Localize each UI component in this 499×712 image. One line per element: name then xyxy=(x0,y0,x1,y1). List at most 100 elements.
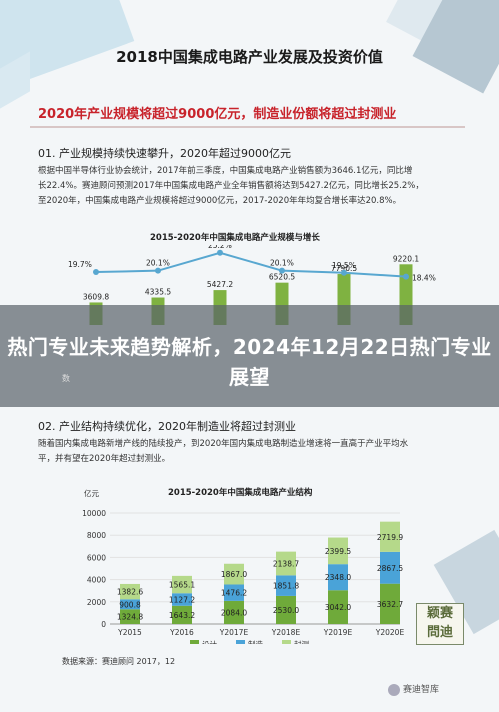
y-tick-label: 10000 xyxy=(82,509,106,518)
chart2-svg: 亿元 10000 8000 6000 4000 2000 0 1324.8 900.8 1382.… xyxy=(82,488,405,644)
segment-value-label: 1867.0 xyxy=(221,570,247,579)
watermark-text: 赛迪智库 xyxy=(403,685,440,695)
growth-rate-point xyxy=(155,267,161,274)
stacked-bar-segment xyxy=(328,537,348,565)
stacked-bar-segment xyxy=(120,609,140,624)
growth-rate-point xyxy=(217,249,223,256)
segment-value-label: 2084.0 xyxy=(221,608,247,617)
y-tick-label: 6000 xyxy=(87,553,106,562)
stacked-bar-segment xyxy=(276,575,296,596)
section2-line: 平，并有望在2020年超过封测业。 xyxy=(38,454,171,464)
segment-value-label: 2719.9 xyxy=(377,533,403,542)
y-tick-label: 2000 xyxy=(87,598,106,607)
x-tick-label: Y2020E xyxy=(375,628,405,637)
growth-rate-label: 25.2% xyxy=(208,245,232,250)
growth-rate-label: 18.4% xyxy=(412,274,436,283)
segment-value-label: 3632.7 xyxy=(377,600,403,609)
legend-label: 设计 xyxy=(202,639,217,644)
x-tick-label: Y2017E xyxy=(219,628,249,637)
stacked-bar-segment xyxy=(380,551,400,584)
x-tick-label: Y2016 xyxy=(169,628,194,637)
logo-char: 問 xyxy=(426,625,440,640)
growth-rate-label: 20.1% xyxy=(146,259,170,268)
segment-value-label: 1324.8 xyxy=(117,613,143,622)
bar-value-label: 4335.5 xyxy=(145,288,171,297)
growth-rate-label: 19.5% xyxy=(332,261,356,270)
legend-swatch xyxy=(190,640,199,644)
growth-rate-point xyxy=(403,273,409,280)
stacked-bar-segment xyxy=(224,600,244,624)
heading-divider xyxy=(30,126,465,128)
segment-value-label: 2867.5 xyxy=(377,564,403,573)
source-note: 数据来源：赛迪顾问 2017，12 xyxy=(62,657,176,666)
legend-swatch xyxy=(282,640,291,644)
y-tick-label: 4000 xyxy=(87,576,106,585)
stacked-bar-segment xyxy=(172,605,192,624)
watermark: 赛迪智库 xyxy=(388,682,439,696)
segment-value-label: 900.8 xyxy=(119,600,141,609)
segment-value-label: 1851.8 xyxy=(273,582,299,591)
bar-value-label: 7790.5 xyxy=(331,264,357,273)
stacked-bar-segment xyxy=(328,590,348,624)
stacked-bar-segment xyxy=(224,563,244,585)
stacked-bar-segment xyxy=(380,583,400,624)
chart1-title: 2015-2020年中国集成电路产业规模与增长 xyxy=(150,233,320,243)
legend-label: 封测 xyxy=(294,639,309,644)
segment-value-label: 1127.2 xyxy=(169,596,195,605)
y-tick-label: 8000 xyxy=(87,531,106,540)
section2-line: 随着国内集成电路新增产线的陆续投产，到2020年国内集成电路制造业增速将一直高于… xyxy=(38,439,409,449)
stacked-bar-segment xyxy=(224,584,244,601)
overlay-title: 热门专业未来趋势解析，2024年12月22日热门专业展望 xyxy=(7,335,492,389)
stacked-bar-segment xyxy=(172,593,192,606)
x-tick-label: Y2018E xyxy=(271,628,301,637)
publisher-logo: 颖赛 問迪 xyxy=(416,603,464,645)
stacked-bar-segment xyxy=(120,583,140,600)
growth-rate-point xyxy=(341,269,347,276)
section2-paragraph: 随着国内集成电路新增产线的陆续投产，到2020年国内集成电路制造业增速将一直高于… xyxy=(38,437,468,467)
bar-value-label: 9220.1 xyxy=(393,254,419,263)
segment-value-label: 1565.1 xyxy=(169,581,195,590)
logo-char: 颖 xyxy=(426,606,440,621)
growth-rate-point xyxy=(93,269,99,276)
logo-char: 赛 xyxy=(440,606,454,621)
section2-heading: 02. 产业结构持续优化，2020年制造业将超过封测业 xyxy=(38,420,296,433)
segment-value-label: 2138.7 xyxy=(273,559,299,568)
segment-value-label: 1476.2 xyxy=(221,589,247,598)
segment-value-label: 2399.5 xyxy=(325,547,351,556)
segment-value-label: 3042.0 xyxy=(325,603,351,612)
section1-paragraph: 根据中国半导体行业协会统计，2017年前三季度，中国集成电路产业销售额为3646… xyxy=(38,164,468,209)
stacked-bar-segment xyxy=(120,599,140,610)
y-tick-label: 0 xyxy=(101,620,106,629)
stacked-bar-segment xyxy=(276,551,296,576)
y-axis-unit-label: 亿元 xyxy=(84,488,99,498)
growth-rate-line xyxy=(95,251,407,278)
x-tick-label: Y2019E xyxy=(323,628,353,637)
legend-swatch xyxy=(236,640,245,644)
logo-char: 迪 xyxy=(440,625,454,640)
section1-line: 长22.4%。赛迪顾问预测2017年中国集成电路产业全年销售额将达到5427.2… xyxy=(38,181,424,191)
stacked-bar-segment xyxy=(328,564,348,591)
growth-rate-point xyxy=(279,267,285,274)
bar-value-label: 3609.8 xyxy=(83,292,109,301)
overlay-fragment: 数 xyxy=(62,374,70,383)
segment-value-label: 2348.0 xyxy=(325,573,351,582)
growth-rate-label: 19.7% xyxy=(68,260,92,269)
section1-line: 至2020年，中国集成电路产业规模将超过9000亿元，2017-2020年年均复… xyxy=(38,196,402,206)
x-tick-label: Y2015 xyxy=(117,628,142,637)
section1-line: 根据中国半导体行业协会统计，2017年前三季度，中国集成电路产业销售额为3646… xyxy=(38,166,413,176)
stacked-bar-segment xyxy=(172,575,192,594)
segment-value-label: 1643.2 xyxy=(169,611,195,620)
bar-value-label: 5427.2 xyxy=(207,280,233,289)
document-title: 2018中国集成电路产业发展及投资价值 xyxy=(116,48,383,66)
wechat-icon xyxy=(388,683,400,696)
bar-value-label: 6520.5 xyxy=(269,273,295,282)
section1-heading: 01. 产业规模持续快速攀升，2020年超过9000亿元 xyxy=(38,147,291,160)
stacked-bar-segment xyxy=(380,521,400,552)
legend-label: 制造 xyxy=(248,639,263,644)
title-overlay-band: 数 xyxy=(0,305,499,407)
chart2-title: 2015-2020年中国集成电路产业结构 xyxy=(168,488,313,498)
stacked-bar-segment xyxy=(276,595,296,624)
growth-rate-label: 20.1% xyxy=(270,259,294,268)
red-heading: 2020年产业规模将超过9000亿元，制造业份额将超过封测业 xyxy=(38,107,397,122)
